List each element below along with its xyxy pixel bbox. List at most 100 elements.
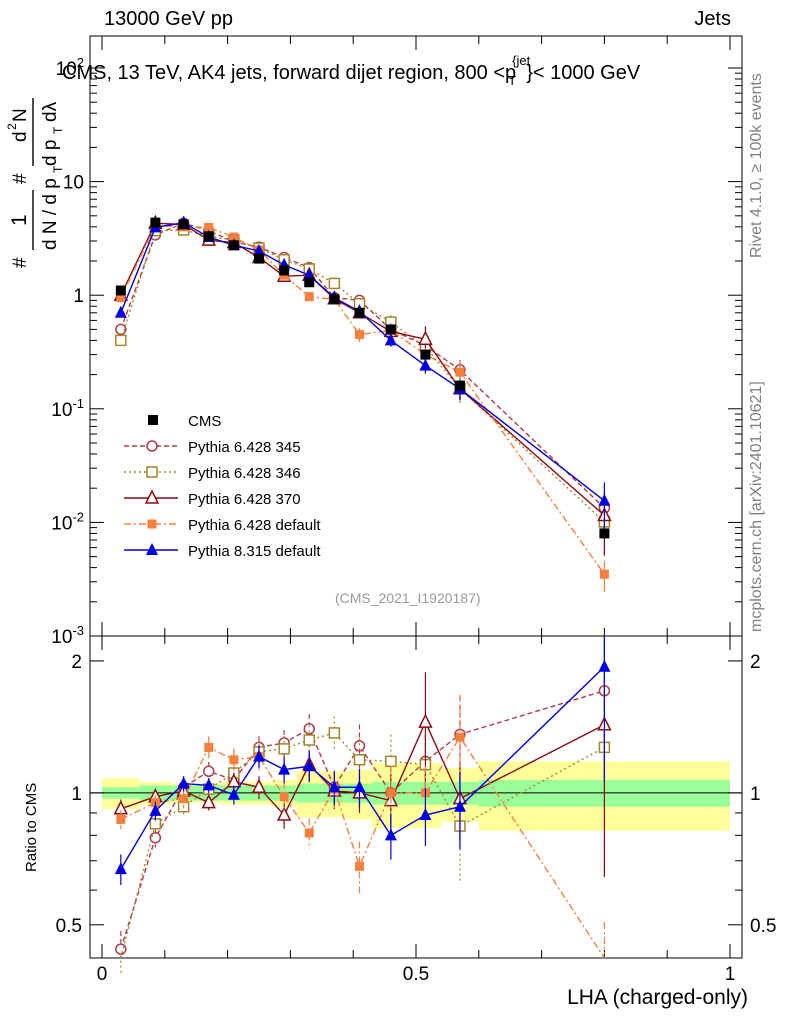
legend-marker bbox=[147, 519, 157, 529]
svg-text:2: 2 bbox=[5, 123, 19, 130]
legend-marker bbox=[144, 489, 160, 504]
ratio-point bbox=[384, 828, 397, 841]
data-point bbox=[354, 330, 364, 340]
cms-data-point bbox=[454, 380, 465, 391]
svg-text:1: 1 bbox=[8, 214, 31, 226]
ratio-point bbox=[418, 713, 433, 728]
ratio-point bbox=[353, 740, 366, 752]
ratio-point bbox=[354, 861, 364, 871]
legend-label: Pythia 8.315 default bbox=[188, 543, 321, 560]
ratio-point bbox=[278, 762, 291, 775]
cms-data-point bbox=[178, 219, 189, 230]
cms-data-point bbox=[203, 231, 214, 242]
y-tick-label: 10-2 bbox=[51, 509, 84, 534]
rivet-version-label: Rivet 4.1.0, ≥ 100k events bbox=[748, 73, 765, 258]
data-point bbox=[204, 222, 214, 232]
ratio-point bbox=[419, 808, 432, 821]
legend-marker bbox=[146, 466, 158, 478]
data-point bbox=[253, 243, 265, 256]
ratio-line bbox=[120, 735, 605, 959]
cms-data-point bbox=[599, 528, 610, 539]
ratio-point bbox=[303, 723, 315, 735]
data-point bbox=[115, 323, 127, 336]
data-point bbox=[599, 569, 609, 579]
svg-text:#: # bbox=[10, 173, 31, 184]
data-point bbox=[229, 232, 239, 242]
ratio-tick-label-right: 0.5 bbox=[750, 916, 776, 937]
cms-data-point bbox=[304, 277, 315, 288]
legend-label: CMS bbox=[188, 413, 221, 430]
ratio-tick-label-left: 0.5 bbox=[56, 916, 82, 937]
ratio-point bbox=[177, 776, 190, 789]
y-tick-label: 10-1 bbox=[51, 396, 84, 421]
ratio-point bbox=[598, 659, 611, 672]
legend-marker bbox=[148, 415, 158, 425]
plot-title-sup: {jet bbox=[512, 53, 531, 68]
series-cms bbox=[115, 217, 610, 539]
series-pythia-6-428-345 bbox=[115, 217, 611, 955]
y-tick-label: 1 bbox=[73, 286, 84, 307]
ratio-point bbox=[149, 803, 162, 816]
data-point bbox=[328, 277, 341, 290]
ratio-point bbox=[149, 831, 162, 844]
ratio-point bbox=[455, 732, 465, 742]
y-axis-label-svg: # 1 d N / d p T # d 2 N d p T dλ bbox=[5, 98, 65, 268]
data-point bbox=[116, 293, 126, 303]
plot-title-main: CMS, 13 TeV, AK4 jets, forward dijet reg… bbox=[62, 62, 506, 84]
legend: CMS Pythia 6.428 345 Pythia 6.428 346 Pythi… bbox=[124, 413, 321, 560]
y-tick-label: 102 bbox=[56, 55, 84, 80]
energy-label: 13000 GeV pp bbox=[104, 8, 233, 30]
process-label: Jets bbox=[694, 8, 731, 30]
ratio-point bbox=[179, 794, 189, 804]
plot-title-p: p bbox=[505, 62, 517, 84]
plot-title: CMS, 13 TeV, AK4 jets, forward dijet reg… bbox=[62, 53, 641, 88]
data-point bbox=[115, 334, 127, 347]
ratio-point bbox=[201, 793, 216, 809]
ratio-point bbox=[385, 755, 397, 768]
ratio-tick-label-left: 2 bbox=[71, 652, 82, 673]
plot-title-end: }< 1000 GeV bbox=[526, 62, 641, 84]
data-point bbox=[384, 333, 397, 346]
cms-data-point bbox=[420, 349, 431, 360]
cms-data-point bbox=[385, 324, 396, 335]
ratio-point bbox=[303, 734, 315, 746]
ratio-tick-label-right: 1 bbox=[750, 784, 761, 805]
ratio-point bbox=[278, 743, 290, 755]
svg-text:d: d bbox=[10, 131, 31, 142]
ratio-point bbox=[204, 742, 214, 752]
x-tick-label: 0 bbox=[97, 964, 108, 985]
ratio-point bbox=[203, 765, 215, 778]
x-tick-label: 0.5 bbox=[403, 964, 429, 985]
ratio-point bbox=[229, 755, 239, 765]
ratio-point bbox=[251, 778, 267, 794]
ratio-point bbox=[328, 727, 341, 739]
ratio-point bbox=[116, 814, 126, 824]
x-axis-label: LHA (charged-only) bbox=[567, 986, 748, 1009]
ratio-point bbox=[227, 787, 240, 800]
data-point bbox=[419, 358, 432, 371]
svg-text:N: N bbox=[10, 108, 31, 122]
svg-text:#: # bbox=[10, 257, 31, 268]
legend-label: Pythia 6.428 default bbox=[188, 517, 321, 534]
legend-marker bbox=[146, 543, 158, 555]
ratio-line bbox=[120, 666, 605, 870]
ratio-axis-label: Ratio to CMS bbox=[23, 782, 40, 872]
analysis-id: (CMS_2021_I1920187) bbox=[335, 590, 481, 606]
cms-data-point bbox=[329, 294, 340, 305]
ratio-point bbox=[279, 792, 289, 802]
ratio-point bbox=[114, 862, 127, 875]
svg-text:d p: d p bbox=[40, 140, 61, 166]
ratio-point bbox=[304, 828, 314, 838]
svg-text:T: T bbox=[51, 165, 65, 173]
ratio-point bbox=[453, 799, 466, 812]
ratio-point bbox=[328, 780, 341, 793]
data-point bbox=[418, 330, 433, 345]
data-point bbox=[598, 493, 611, 506]
cms-data-point bbox=[115, 285, 126, 296]
plot-title-sub: T bbox=[508, 73, 517, 88]
data-point bbox=[303, 268, 316, 281]
svg-text:dλ: dλ bbox=[40, 101, 61, 122]
cms-data-point bbox=[279, 265, 290, 276]
svg-text:T: T bbox=[51, 126, 65, 134]
